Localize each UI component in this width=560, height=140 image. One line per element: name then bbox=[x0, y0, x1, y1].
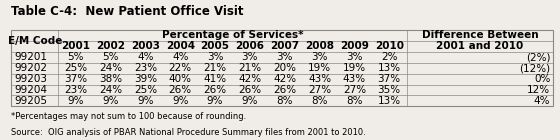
Text: 42%: 42% bbox=[273, 74, 296, 84]
Text: 3%: 3% bbox=[346, 52, 362, 62]
Text: Source:  OIG analysis of PBAR National Procedure Summary files from 2001 to 2010: Source: OIG analysis of PBAR National Pr… bbox=[11, 128, 366, 137]
Text: 37%: 37% bbox=[64, 74, 87, 84]
Text: 35%: 35% bbox=[377, 85, 401, 95]
Text: 39%: 39% bbox=[134, 74, 157, 84]
Text: 13%: 13% bbox=[377, 63, 401, 73]
Text: (12%): (12%) bbox=[519, 63, 550, 73]
Text: 4%: 4% bbox=[534, 96, 550, 106]
Text: 13%: 13% bbox=[377, 96, 401, 106]
Text: 26%: 26% bbox=[273, 85, 296, 95]
Text: 99203: 99203 bbox=[14, 74, 47, 84]
Text: 37%: 37% bbox=[377, 74, 401, 84]
Text: 42%: 42% bbox=[239, 74, 262, 84]
Text: 8%: 8% bbox=[311, 96, 328, 106]
Text: 9%: 9% bbox=[207, 96, 223, 106]
Text: 9%: 9% bbox=[102, 96, 119, 106]
Text: 19%: 19% bbox=[308, 63, 331, 73]
Text: Table C-4:  New Patient Office Visit: Table C-4: New Patient Office Visit bbox=[11, 5, 244, 18]
Text: 26%: 26% bbox=[203, 85, 227, 95]
Text: 9%: 9% bbox=[67, 96, 84, 106]
Text: 23%: 23% bbox=[134, 63, 157, 73]
Text: 99205: 99205 bbox=[14, 96, 47, 106]
Text: 43%: 43% bbox=[343, 74, 366, 84]
Text: 4%: 4% bbox=[137, 52, 153, 62]
Text: 21%: 21% bbox=[203, 63, 227, 73]
Text: 22%: 22% bbox=[169, 63, 192, 73]
Text: 19%: 19% bbox=[343, 63, 366, 73]
Text: *Percentages may not sum to 100 because of rounding.: *Percentages may not sum to 100 because … bbox=[11, 112, 246, 121]
Text: 0%: 0% bbox=[534, 74, 550, 84]
Text: 3%: 3% bbox=[241, 52, 258, 62]
Text: 8%: 8% bbox=[277, 96, 293, 106]
Text: 4%: 4% bbox=[172, 52, 189, 62]
Text: 2003: 2003 bbox=[131, 41, 160, 51]
Text: 38%: 38% bbox=[99, 74, 122, 84]
Text: 25%: 25% bbox=[64, 63, 87, 73]
Text: 26%: 26% bbox=[239, 85, 262, 95]
Text: 2006: 2006 bbox=[235, 41, 264, 51]
Text: 2010: 2010 bbox=[375, 41, 404, 51]
Text: 2009: 2009 bbox=[340, 41, 369, 51]
Text: E/M Code: E/M Code bbox=[8, 36, 62, 46]
Text: 40%: 40% bbox=[169, 74, 192, 84]
Text: 9%: 9% bbox=[137, 96, 153, 106]
Text: 99204: 99204 bbox=[14, 85, 47, 95]
Text: 2005: 2005 bbox=[200, 41, 230, 51]
Text: 5%: 5% bbox=[67, 52, 84, 62]
Text: 27%: 27% bbox=[308, 85, 331, 95]
Text: 25%: 25% bbox=[134, 85, 157, 95]
Text: 26%: 26% bbox=[169, 85, 192, 95]
Text: 27%: 27% bbox=[343, 85, 366, 95]
Text: 2004: 2004 bbox=[166, 41, 195, 51]
Text: 5%: 5% bbox=[102, 52, 119, 62]
Text: 99201: 99201 bbox=[14, 52, 47, 62]
Text: 20%: 20% bbox=[273, 63, 296, 73]
Text: 2%: 2% bbox=[381, 52, 398, 62]
Text: 2007: 2007 bbox=[270, 41, 299, 51]
Text: 2002: 2002 bbox=[96, 41, 125, 51]
Text: Percentage of Services*: Percentage of Services* bbox=[162, 30, 303, 40]
Text: 43%: 43% bbox=[308, 74, 331, 84]
Text: 9%: 9% bbox=[172, 96, 189, 106]
Text: 24%: 24% bbox=[99, 85, 122, 95]
Text: 3%: 3% bbox=[207, 52, 223, 62]
Text: 8%: 8% bbox=[346, 96, 362, 106]
Text: 23%: 23% bbox=[64, 85, 87, 95]
Text: 9%: 9% bbox=[241, 96, 258, 106]
Text: 3%: 3% bbox=[311, 52, 328, 62]
Text: Difference Between
2001 and 2010: Difference Between 2001 and 2010 bbox=[422, 30, 538, 51]
Text: 2008: 2008 bbox=[305, 41, 334, 51]
Text: 21%: 21% bbox=[239, 63, 262, 73]
Text: 3%: 3% bbox=[277, 52, 293, 62]
Text: (2%): (2%) bbox=[526, 52, 550, 62]
Text: 41%: 41% bbox=[203, 74, 227, 84]
Text: 12%: 12% bbox=[527, 85, 550, 95]
Text: 24%: 24% bbox=[99, 63, 122, 73]
Text: 99202: 99202 bbox=[14, 63, 47, 73]
Text: 2001: 2001 bbox=[61, 41, 90, 51]
